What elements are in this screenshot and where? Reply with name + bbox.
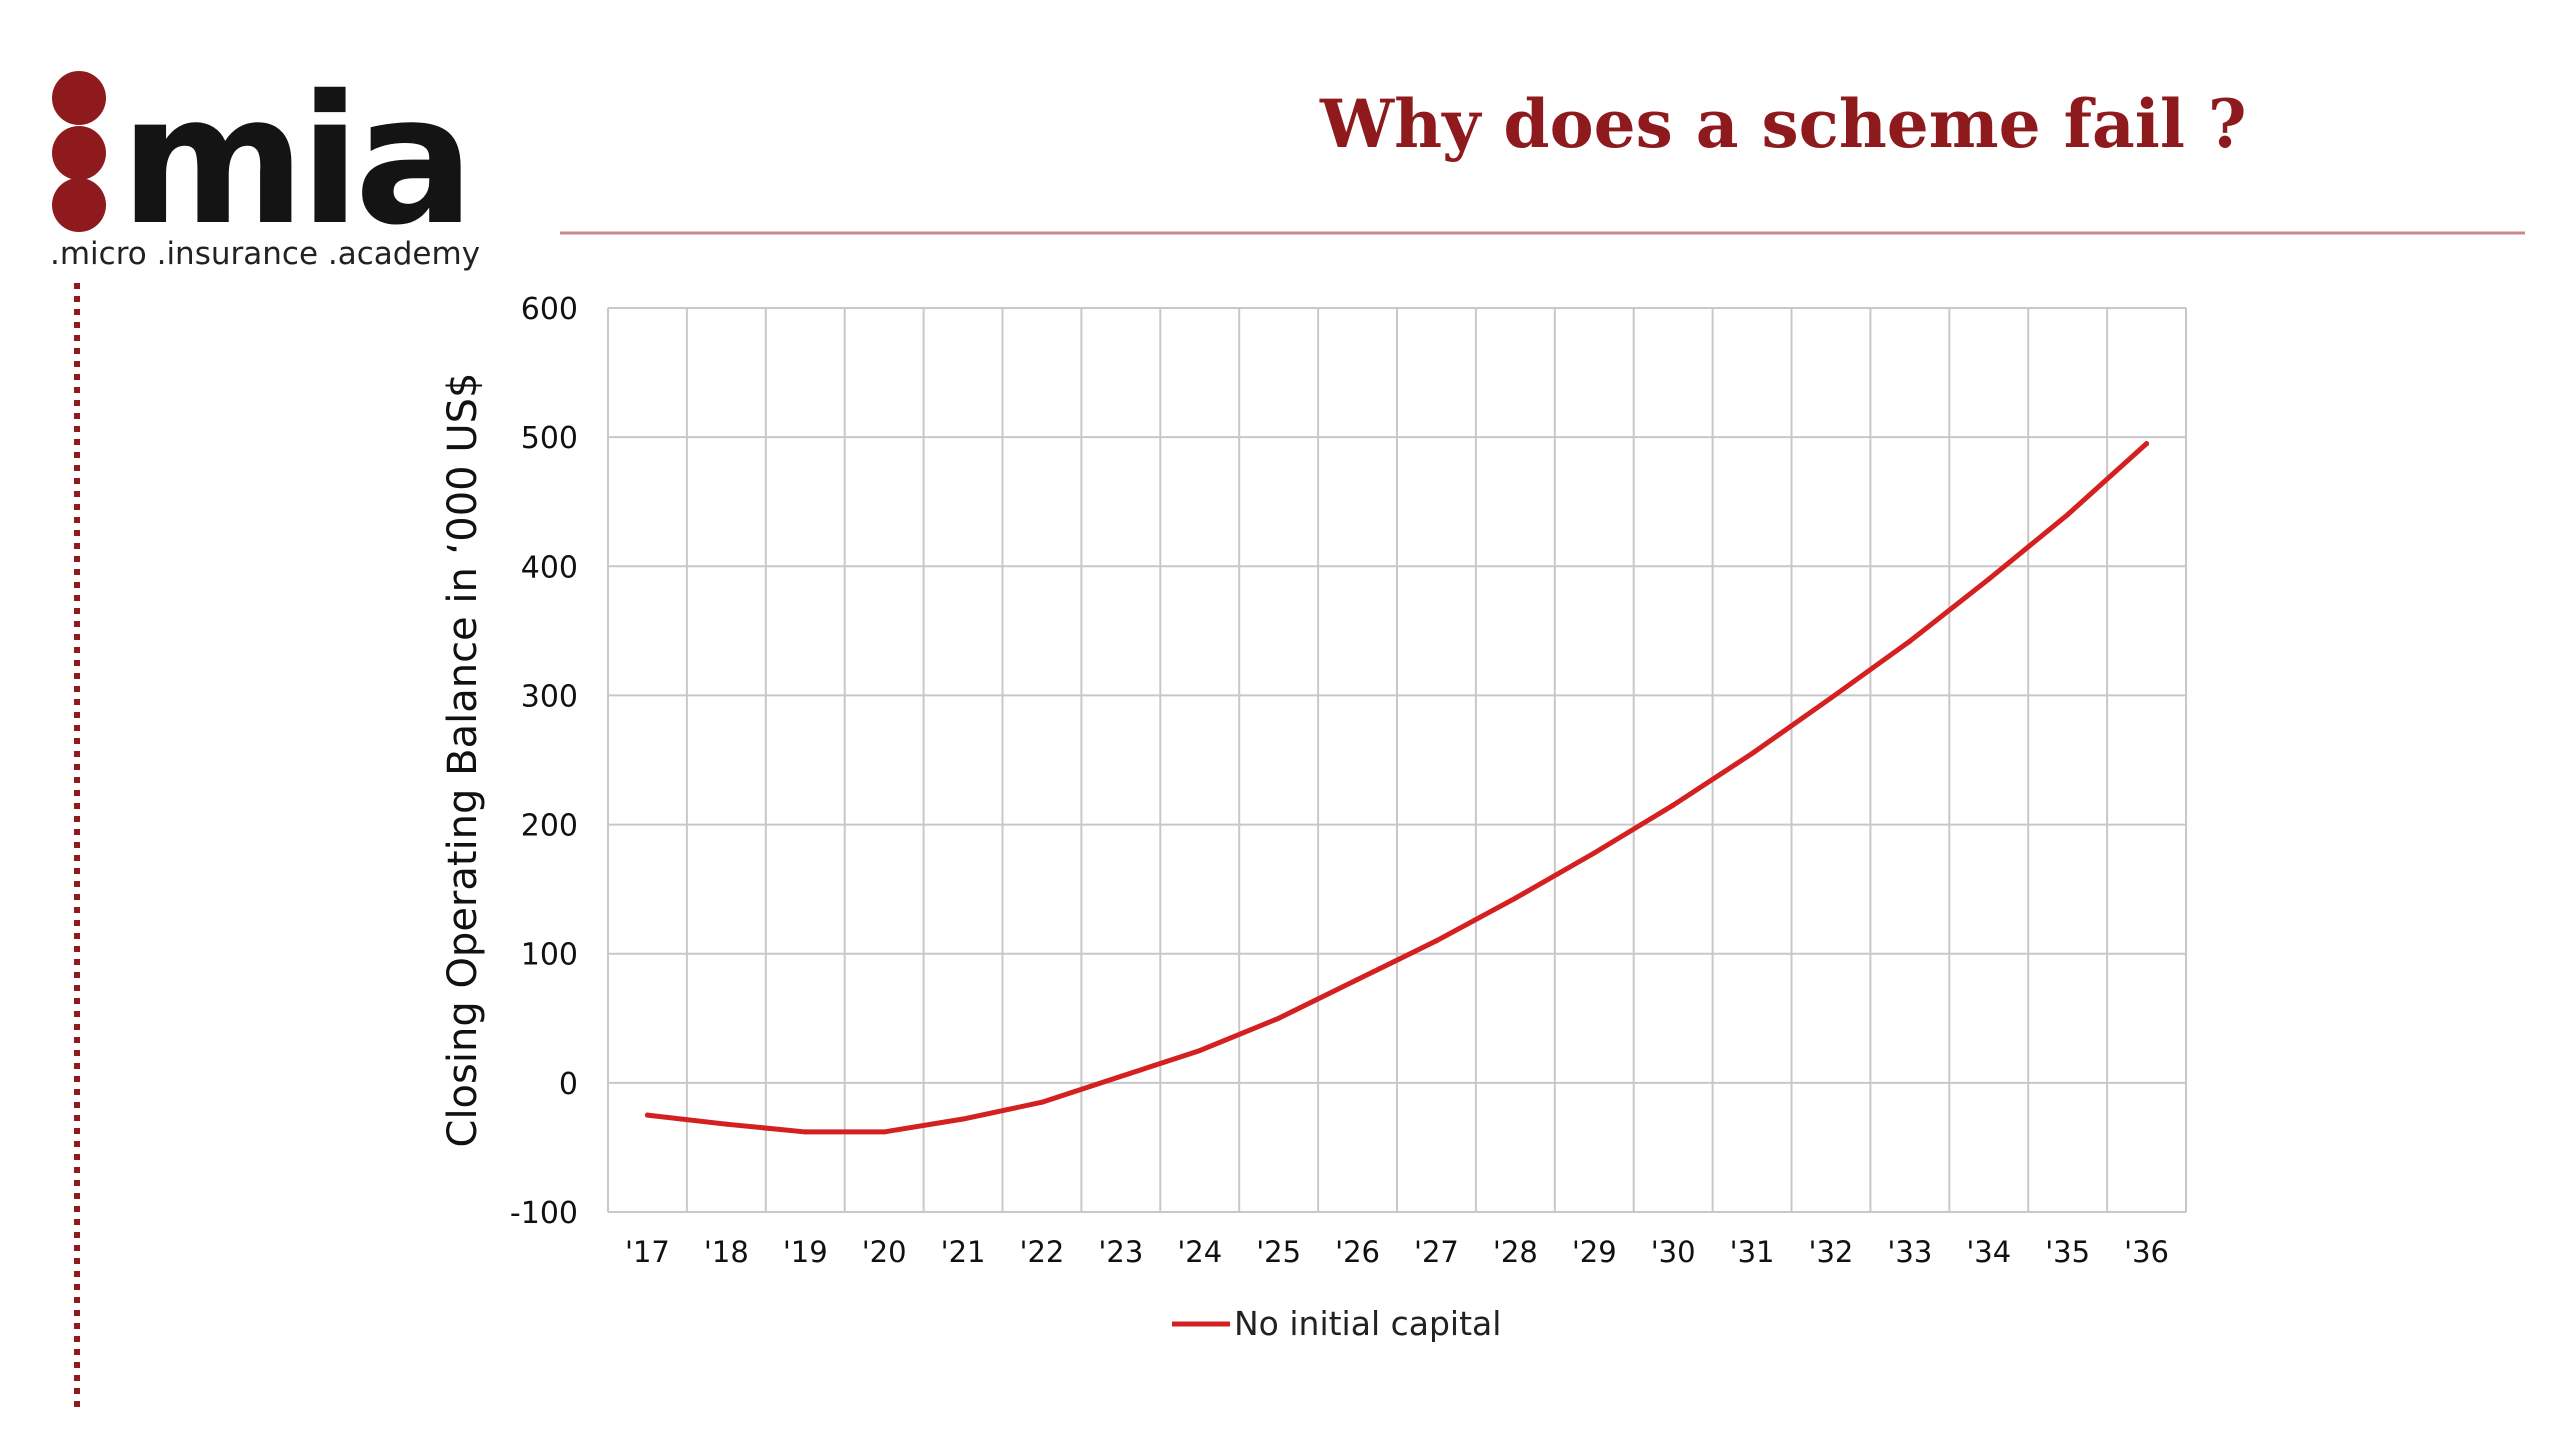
data-point: [1433, 938, 1439, 944]
y-axis-label: Closing Operating Balance in ‘000 US$: [440, 373, 486, 1148]
x-tick-label: '26: [1335, 1235, 1380, 1269]
y-tick-label: 600: [521, 292, 578, 327]
data-point: [1276, 1015, 1282, 1021]
x-tick-label: '36: [2124, 1235, 2169, 1269]
data-point: [1907, 638, 1913, 644]
x-tick-label: '19: [783, 1235, 828, 1269]
series-lines: [644, 441, 2150, 1135]
slide-title: Why does a scheme fail ?: [1319, 85, 2247, 163]
x-tick-label: '17: [625, 1235, 670, 1269]
y-axis-ticks: 600 500 400 300 200 100 0 -100: [510, 292, 578, 1231]
y-tick-label: 300: [521, 679, 578, 714]
data-point: [960, 1116, 966, 1122]
x-tick-label: '25: [1256, 1235, 1301, 1269]
data-point: [1670, 802, 1676, 808]
data-point: [1197, 1048, 1203, 1054]
chart-grid: [607, 307, 2187, 1213]
y-tick-label: -100: [510, 1196, 578, 1231]
legend: No initial capital: [1172, 1304, 1501, 1343]
data-point: [1118, 1073, 1124, 1079]
legend-label: No initial capital: [1234, 1304, 1501, 1343]
data-point: [802, 1129, 808, 1135]
x-tick-label: '35: [2045, 1235, 2090, 1269]
data-point: [1512, 895, 1518, 901]
y-tick-label: 400: [521, 550, 578, 585]
logo-dot-middle: [52, 126, 106, 180]
logo-dot-bottom: [52, 178, 106, 232]
x-tick-label: '23: [1098, 1235, 1143, 1269]
x-tick-label: '34: [1966, 1235, 2011, 1269]
data-point: [1591, 850, 1597, 856]
data-point: [1039, 1099, 1045, 1105]
y-tick-label: 100: [521, 938, 578, 973]
x-tick-label: '24: [1177, 1235, 1222, 1269]
y-tick-label: 0: [559, 1067, 578, 1102]
data-point: [1986, 576, 1992, 582]
data-point: [723, 1121, 729, 1127]
data-point: [644, 1112, 650, 1118]
data-point: [1749, 751, 1755, 757]
x-tick-label: '32: [1809, 1235, 1854, 1269]
mia-logo: mia .micro .insurance .academy: [50, 57, 480, 272]
data-point: [2144, 441, 2150, 447]
x-tick-label: '18: [704, 1235, 749, 1269]
x-tick-label: '28: [1493, 1235, 1538, 1269]
x-axis-ticks: '17 '18 '19 '20 '21 '22 '23 '24 '25 '26 '27 '28 '29 '…: [625, 1235, 2169, 1269]
data-point: [1828, 695, 1834, 701]
x-tick-label: '33: [1887, 1235, 1932, 1269]
y-tick-label: 200: [521, 809, 578, 844]
data-point: [881, 1129, 887, 1135]
x-tick-label: '29: [1572, 1235, 1617, 1269]
logo-dot-top: [52, 71, 106, 125]
x-tick-label: '31: [1730, 1235, 1775, 1269]
series-line: [644, 441, 2150, 1135]
y-tick-label: 500: [521, 421, 578, 456]
x-tick-label: '21: [941, 1235, 986, 1269]
x-tick-label: '27: [1414, 1235, 1459, 1269]
x-tick-label: '30: [1651, 1235, 1696, 1269]
data-point: [1355, 977, 1361, 983]
logo-tagline: .micro .insurance .academy: [50, 236, 480, 272]
x-tick-label: '22: [1020, 1235, 1065, 1269]
x-tick-label: '20: [862, 1235, 907, 1269]
data-point: [2065, 512, 2071, 518]
logo-wordmark: mia: [120, 57, 469, 264]
